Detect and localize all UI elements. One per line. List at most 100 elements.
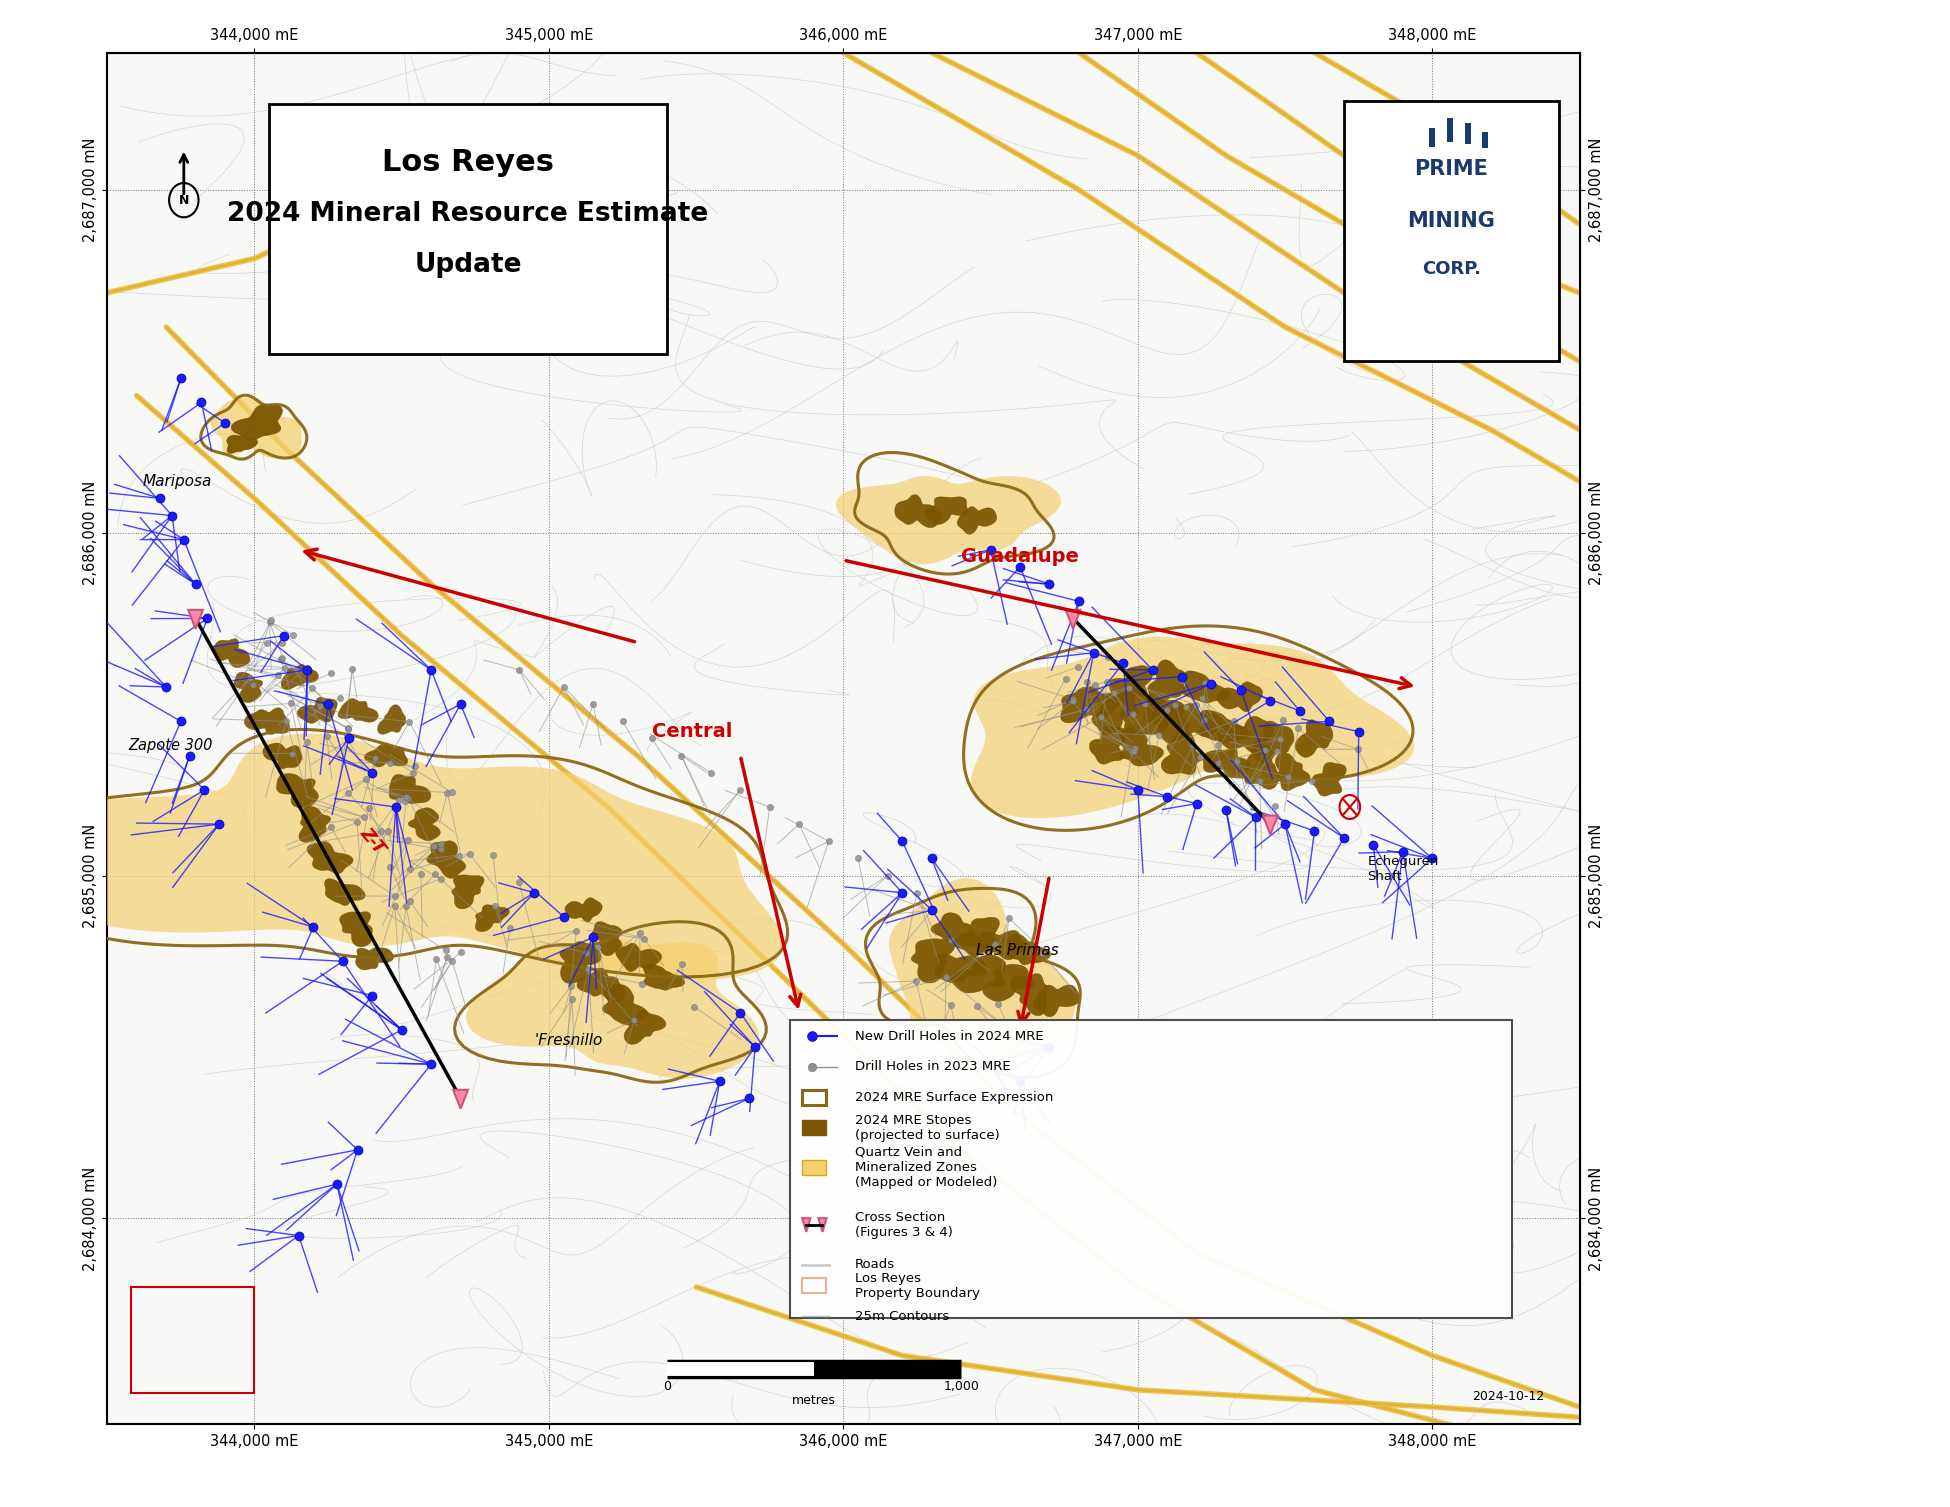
Polygon shape xyxy=(644,964,684,990)
Polygon shape xyxy=(211,398,302,458)
Polygon shape xyxy=(234,672,263,702)
Polygon shape xyxy=(1008,934,1051,964)
Bar xyxy=(801,1159,825,1175)
Polygon shape xyxy=(1312,763,1346,796)
Polygon shape xyxy=(977,930,1026,960)
Polygon shape xyxy=(355,948,394,971)
Text: 2024 MRE Stopes
(projected to surface): 2024 MRE Stopes (projected to surface) xyxy=(856,1114,1000,1142)
Polygon shape xyxy=(1034,986,1080,1017)
Polygon shape xyxy=(1199,710,1250,743)
Text: Drill Holes in 2023 MRE: Drill Holes in 2023 MRE xyxy=(856,1061,1010,1073)
Polygon shape xyxy=(365,743,408,767)
Text: 2024 MRE Surface Expression: 2024 MRE Surface Expression xyxy=(856,1091,1053,1103)
Polygon shape xyxy=(378,705,406,734)
Polygon shape xyxy=(819,1218,827,1231)
Polygon shape xyxy=(226,436,257,454)
Text: 2024-10-12: 2024-10-12 xyxy=(1472,1389,1544,1403)
Polygon shape xyxy=(1252,720,1295,763)
Polygon shape xyxy=(1295,720,1334,758)
Polygon shape xyxy=(924,497,967,524)
Text: Update: Update xyxy=(413,252,523,279)
Text: Cross Section
(Figures 3 & 4): Cross Section (Figures 3 & 4) xyxy=(856,1212,954,1239)
Text: Mariposa: Mariposa xyxy=(142,473,213,488)
Text: Central: Central xyxy=(651,722,733,741)
Polygon shape xyxy=(957,506,996,535)
Polygon shape xyxy=(277,773,318,808)
Bar xyxy=(801,1278,825,1293)
Bar xyxy=(1429,128,1435,148)
Text: 0: 0 xyxy=(663,1380,671,1392)
Polygon shape xyxy=(1149,660,1186,705)
Bar xyxy=(801,1120,825,1135)
Polygon shape xyxy=(339,912,372,946)
Polygon shape xyxy=(1244,746,1279,790)
Text: 1,000: 1,000 xyxy=(944,1380,979,1392)
Polygon shape xyxy=(895,494,942,527)
Polygon shape xyxy=(1061,687,1121,723)
Bar xyxy=(1464,124,1470,143)
Polygon shape xyxy=(1119,686,1168,737)
Text: New Drill Holes in 2024 MRE: New Drill Holes in 2024 MRE xyxy=(856,1029,1043,1043)
Polygon shape xyxy=(189,610,203,628)
Text: PRIME: PRIME xyxy=(1414,160,1488,179)
Text: Las Primas: Las Primas xyxy=(975,943,1059,958)
Polygon shape xyxy=(577,967,626,1002)
Polygon shape xyxy=(1092,692,1139,735)
Text: CORP.: CORP. xyxy=(1422,259,1480,277)
Polygon shape xyxy=(296,698,337,723)
Polygon shape xyxy=(281,665,318,690)
Polygon shape xyxy=(1117,728,1164,766)
Text: Roads: Roads xyxy=(856,1258,895,1270)
Text: N: N xyxy=(179,194,189,206)
Polygon shape xyxy=(560,942,601,984)
Polygon shape xyxy=(1160,731,1201,775)
Polygon shape xyxy=(1217,681,1262,711)
Polygon shape xyxy=(476,904,509,931)
Text: 25m Contours: 25m Contours xyxy=(856,1310,950,1323)
Polygon shape xyxy=(591,922,622,955)
Polygon shape xyxy=(452,876,484,909)
FancyBboxPatch shape xyxy=(1344,101,1558,362)
Polygon shape xyxy=(616,943,661,972)
Bar xyxy=(801,1090,825,1105)
Polygon shape xyxy=(1182,671,1230,704)
Text: 2024 Mineral Resource Estimate: 2024 Mineral Resource Estimate xyxy=(228,200,708,228)
Polygon shape xyxy=(1090,726,1127,764)
Text: Zapote 300: Zapote 300 xyxy=(129,738,213,754)
Polygon shape xyxy=(232,404,283,440)
Text: 'Fresnillo: 'Fresnillo xyxy=(534,1032,603,1047)
Text: metres: metres xyxy=(792,1394,837,1406)
Polygon shape xyxy=(466,939,759,1079)
Polygon shape xyxy=(408,808,441,841)
Polygon shape xyxy=(0,734,784,980)
Polygon shape xyxy=(263,743,302,769)
Polygon shape xyxy=(1275,752,1310,791)
Bar xyxy=(131,1287,254,1394)
Polygon shape xyxy=(911,939,956,983)
Bar xyxy=(1447,118,1453,142)
Polygon shape xyxy=(1010,974,1049,1016)
Polygon shape xyxy=(306,841,353,874)
Polygon shape xyxy=(566,898,603,922)
Text: Z-T: Z-T xyxy=(357,824,388,857)
Polygon shape xyxy=(624,1010,665,1044)
Polygon shape xyxy=(324,879,365,906)
Polygon shape xyxy=(298,806,332,842)
Polygon shape xyxy=(983,964,1035,1002)
Text: Guadalupe: Guadalupe xyxy=(961,547,1078,567)
Polygon shape xyxy=(213,639,250,668)
Polygon shape xyxy=(952,955,1006,993)
Text: MINING: MINING xyxy=(1408,211,1496,231)
Polygon shape xyxy=(837,476,1061,564)
Text: Echeguren
Shaft: Echeguren Shaft xyxy=(1367,854,1439,883)
Polygon shape xyxy=(801,1218,811,1231)
Text: Quartz Vein and
Mineralized Zones
(Mapped or Modeled): Quartz Vein and Mineralized Zones (Mappe… xyxy=(856,1145,998,1189)
Polygon shape xyxy=(1110,666,1152,699)
Polygon shape xyxy=(1067,610,1080,628)
Polygon shape xyxy=(1264,815,1277,835)
Polygon shape xyxy=(930,913,981,946)
Polygon shape xyxy=(934,954,987,983)
Polygon shape xyxy=(1219,716,1273,752)
Polygon shape xyxy=(1143,698,1190,744)
Polygon shape xyxy=(427,841,466,879)
